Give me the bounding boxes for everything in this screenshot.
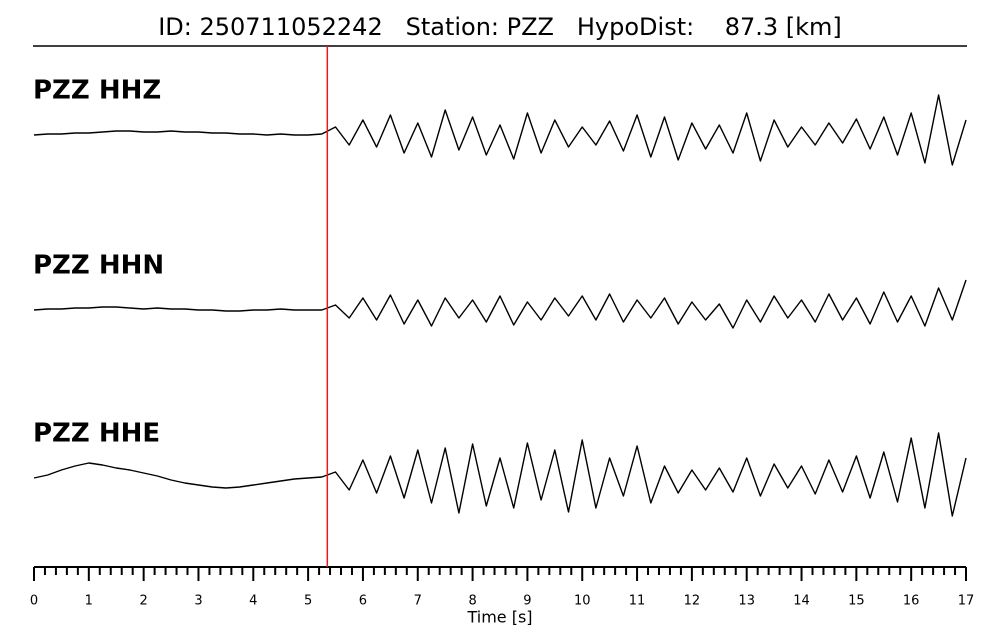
x-tick-label: 5 <box>304 594 312 609</box>
x-tick-label: 17 <box>958 594 975 609</box>
trace-label: PZZ HHE <box>33 419 160 449</box>
x-tick-label: 10 <box>574 594 591 609</box>
x-tick-label: 14 <box>793 594 810 609</box>
x-tick-label: 8 <box>468 594 476 609</box>
waveform <box>33 432 967 517</box>
x-tick-label: 13 <box>738 594 755 609</box>
x-tick-label: 4 <box>249 594 257 609</box>
x-tick-label: 3 <box>194 594 202 609</box>
x-tick-label: 0 <box>30 594 38 609</box>
x-tick-label: 2 <box>140 594 148 609</box>
waveform <box>33 94 967 166</box>
trace-label: PZZ HHN <box>33 251 164 281</box>
x-tick-label: 11 <box>629 594 646 609</box>
title: ID: 250711052242 Station: PZZ HypoDist: … <box>158 13 842 41</box>
x-tick-label: 12 <box>684 594 701 609</box>
x-tick-label: 1 <box>85 594 93 609</box>
waveform <box>33 279 967 329</box>
x-tick-label: 6 <box>359 594 367 609</box>
x-tick-label: 9 <box>523 594 531 609</box>
x-tick-label: 7 <box>414 594 422 609</box>
trace-label: PZZ HHZ <box>33 76 161 106</box>
x-tick-label: 15 <box>848 594 865 609</box>
x-axis-label: Time [s] <box>466 608 532 627</box>
x-tick-label: 16 <box>903 594 920 609</box>
